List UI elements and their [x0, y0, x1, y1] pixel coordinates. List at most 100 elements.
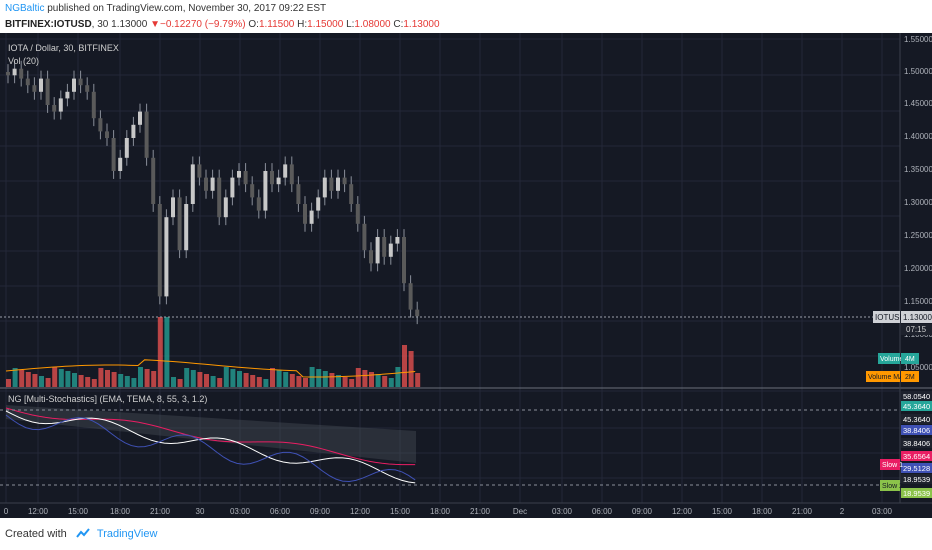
volume-bar [355, 368, 361, 387]
slow2-tag [880, 480, 900, 491]
candle-body [52, 105, 57, 112]
volume-bar [296, 376, 302, 387]
volume-bar [19, 370, 25, 387]
volume-bar [25, 372, 31, 387]
candle-body [197, 164, 202, 178]
footer: Created with TradingView [0, 518, 932, 550]
candle-body [402, 237, 406, 284]
candle-body [58, 98, 63, 112]
volume-bar [184, 368, 190, 387]
indicator-value-tag [901, 451, 932, 461]
candle-body [190, 164, 195, 204]
volume-bar [243, 373, 249, 387]
indicator-pane-title: NG [Multi-Stochastics] (EMA, TEMA, 8, 55… [8, 394, 207, 404]
candle-body [276, 177, 281, 185]
volume-bar [78, 375, 84, 387]
interval: 30 [97, 19, 109, 30]
volume-bar [256, 377, 262, 387]
candle-body [243, 171, 248, 185]
candle-body [256, 197, 261, 211]
candle-body [355, 204, 360, 224]
price-tick-label: 1.05000 [904, 363, 932, 372]
candle-body [270, 171, 274, 185]
volume-bar [402, 345, 407, 387]
time-tick-label: 18:00 [752, 507, 773, 516]
volume-bar [65, 371, 71, 387]
time-tick-label: 2 [840, 507, 845, 516]
candle-body [78, 78, 83, 86]
time-tick-label: 09:00 [310, 507, 331, 516]
volume-bar [12, 368, 18, 387]
candle-body [210, 177, 215, 191]
candle-body [32, 85, 37, 92]
price-change: ▼−0.12270 (−9.79%) [150, 19, 246, 30]
time-tick-label: 12:00 [672, 507, 693, 516]
candle-body [395, 237, 400, 244]
time-tick-label: 15:00 [712, 507, 733, 516]
time-tick-label: 18:00 [110, 507, 131, 516]
price-tick-label: 1.50000 [904, 67, 932, 76]
time-tick-label: 12:00 [28, 507, 49, 516]
time-tick-label: 21:00 [792, 507, 813, 516]
price-tick-label: 1.55000 [904, 35, 932, 44]
symbol-tag [873, 311, 900, 323]
price-tick-label: 1.30000 [904, 198, 932, 207]
candle-body [322, 177, 327, 198]
volume-bar [210, 376, 216, 387]
candle-body [131, 124, 136, 138]
volume-bar [85, 377, 91, 387]
symbol-name[interactable]: BITFINEX:IOTUSD [5, 19, 92, 30]
chart-canvas[interactable]: IOTA / Dollar, 30, BITFINEX Vol (20) NG … [0, 33, 932, 518]
candlesticks [6, 60, 420, 325]
current-price-tag-label: 1.13000 [903, 313, 932, 322]
author-link[interactable]: NGBaltic [5, 3, 45, 14]
price-tick-label: 1.40000 [904, 132, 932, 141]
close-value: 1.13000 [403, 19, 440, 30]
candle-body [369, 250, 373, 264]
chart-area[interactable]: IOTA / Dollar, 30, BITFINEX Vol (20) NG … [0, 33, 932, 518]
volume-bar [190, 370, 196, 387]
time-tick-label: 03:00 [552, 507, 573, 516]
volume-ma-tag [866, 371, 900, 382]
volume-bar [131, 378, 137, 387]
indicator-value-tag [901, 414, 932, 424]
candle-body [138, 111, 142, 125]
stochastic-line-2 [5, 410, 416, 484]
candle-body [111, 138, 116, 171]
volume-bar [408, 351, 414, 387]
volume-bar [105, 370, 110, 387]
indicator-value-tag [901, 438, 932, 448]
volume-bar [39, 376, 44, 387]
time-tick-label: 03:00 [230, 507, 251, 516]
volume-bar [230, 369, 236, 387]
indicator-value-label: 18.9539 [903, 475, 930, 484]
candle-body [349, 184, 354, 204]
volume-bar [336, 375, 341, 387]
candle-body [204, 177, 208, 191]
candle-body [329, 177, 334, 191]
indicator-value-tag [901, 425, 932, 435]
volume-bars [5, 317, 421, 387]
volume-tag-label: Volume [880, 356, 903, 363]
volume-bar [322, 371, 328, 387]
main-pane-title: IOTA / Dollar, 30, BITFINEX [8, 43, 119, 53]
candle-body [237, 171, 241, 178]
time-tick-label: 06:00 [592, 507, 613, 516]
volume-bar [157, 317, 163, 387]
candle-body [124, 138, 129, 158]
indicator-value-label: 29.5128 [903, 464, 930, 473]
candle-body [72, 78, 76, 92]
time-tick-label: 06:00 [270, 507, 291, 516]
volume-bar [375, 374, 381, 387]
publish-header: NGBaltic published on TradingView.com, N… [0, 0, 932, 17]
volume-bar [144, 369, 150, 387]
volume-bar [164, 317, 170, 387]
volume-bar [151, 371, 157, 387]
time-tick-label: 0 [4, 507, 9, 516]
tradingview-link[interactable]: TradingView [96, 528, 158, 540]
volume-bar [197, 372, 203, 387]
candle-body [316, 197, 321, 211]
candle-body [39, 78, 43, 92]
candle-body [217, 177, 222, 218]
indicator-value-label: 45.3640 [903, 415, 930, 424]
